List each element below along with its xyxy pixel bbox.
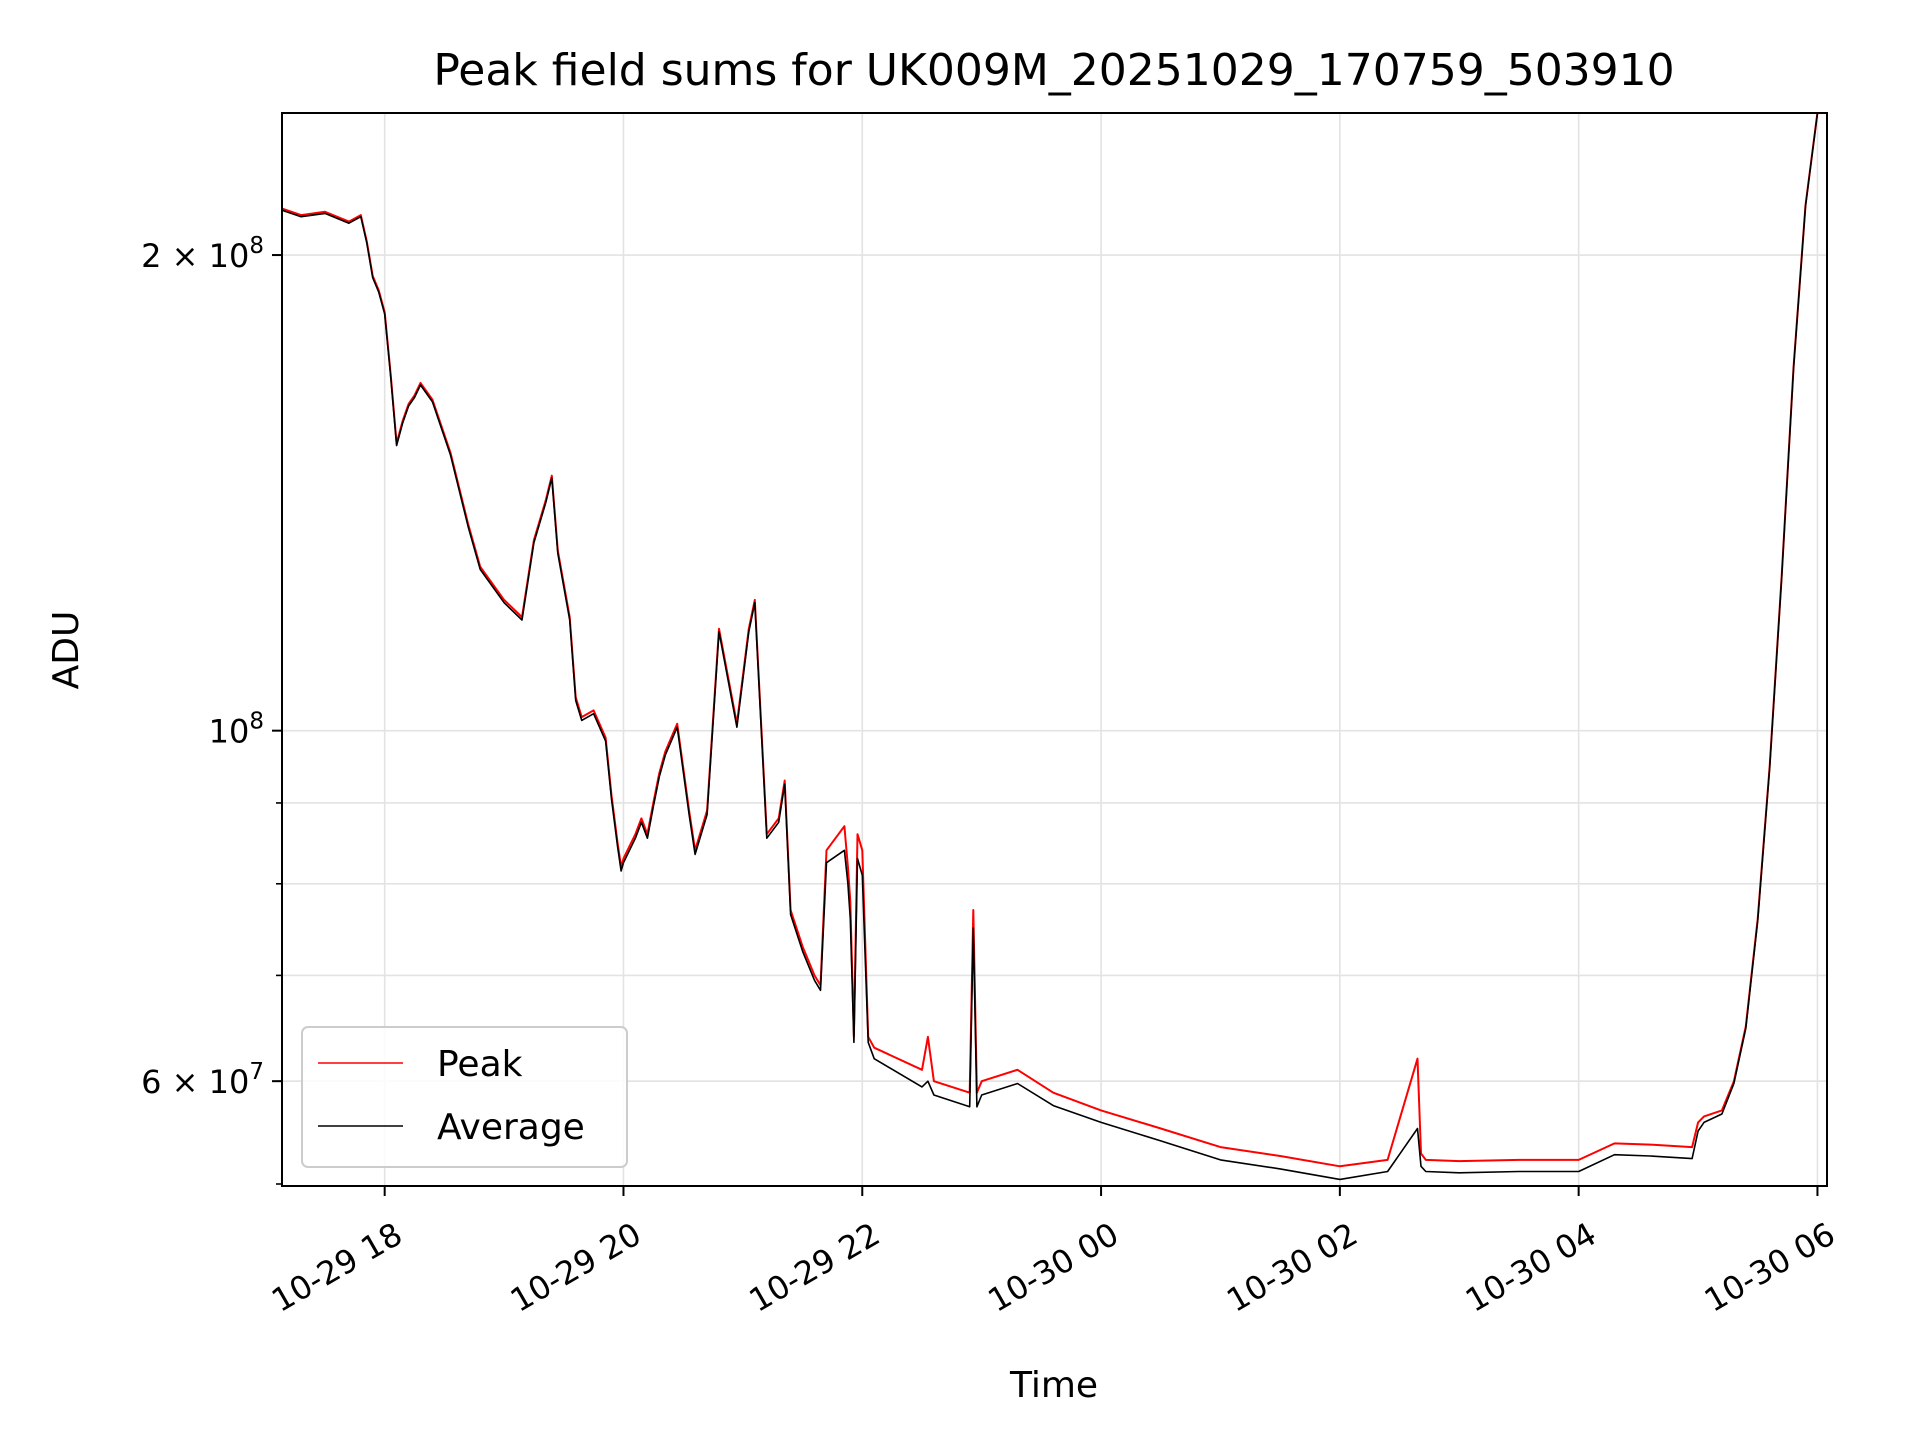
plot-lines [281, 112, 1819, 1181]
series-line-average [281, 113, 1819, 1181]
legend-label-average: Average [437, 1107, 585, 1148]
x-axis-label: Time [1009, 1365, 1098, 1406]
y-tick-label: 2 × 108 [141, 233, 264, 275]
legend-box [301, 1026, 628, 1168]
plot-frame [281, 112, 1828, 1187]
y-axis-label: ADU [46, 611, 87, 690]
legend-label-peak: Peak [437, 1044, 523, 1085]
y-tick-label: 108 [209, 709, 264, 751]
y-tick-label: 6 × 107 [141, 1059, 264, 1101]
chart-title: Peak field sums for UK009M_20251029_1707… [433, 45, 1674, 96]
legend: Peak Average [301, 1026, 628, 1168]
